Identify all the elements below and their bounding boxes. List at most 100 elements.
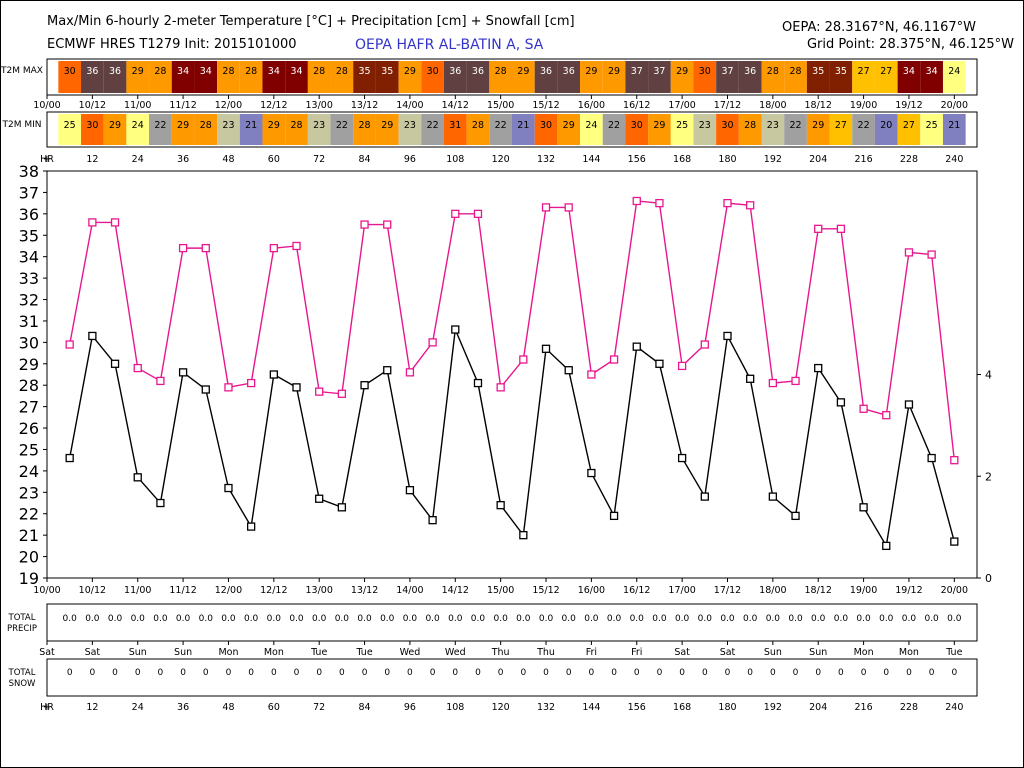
tmax-value: 35 [359,66,371,77]
snow-value: 0 [135,668,141,678]
tmin-value: 25 [64,120,76,131]
tmax-point [632,196,641,206]
tmax-point [882,411,891,420]
tmax-value: 37 [631,66,643,77]
tmin-value: 22 [858,120,870,131]
tmin-cell [443,114,467,145]
snow-value: 0 [566,668,572,678]
y2-tick-label: 0 [985,572,992,585]
precip-value: 0.0 [357,614,372,624]
tmax-value: 29 [585,66,597,77]
weekday-label: Wed [445,647,466,658]
tmax-cell [489,61,512,93]
precip-value: 0.0 [493,614,508,624]
tmax-cell [353,61,376,93]
tmax-point [383,220,392,229]
snow-value: 0 [702,668,708,678]
snow-value: 0 [475,668,481,678]
precip-value: 0.0 [335,614,350,624]
hour-tick-label: 180 [718,154,736,165]
tmin-point [814,363,823,373]
precip-value: 0.0 [176,614,191,624]
tmin-cell [149,114,172,145]
date-tick-label: 15/12 [532,100,559,111]
x-tick-label: 13/12 [351,585,378,596]
x-tick-label: 19/12 [895,585,922,596]
tmin-value: 22 [608,120,620,131]
precip-value: 0.0 [448,614,463,624]
tmin-point [451,325,460,334]
tmax-cell [443,61,467,93]
tmin-value: 22 [427,120,439,131]
tmax-value: 35 [381,66,393,77]
snow-value: 0 [271,668,277,678]
snow-value: 0 [861,668,867,678]
tmax-point [292,241,301,251]
tmax-value: 34 [177,66,189,77]
snow-value: 0 [316,668,322,678]
tmax-cell [285,61,308,93]
tmin-value: 23 [404,120,416,131]
tmax-value: 30 [427,66,439,77]
tmin-value: 23 [222,120,234,131]
tmax-point [564,203,573,212]
snow-value: 0 [543,668,549,678]
tmin-value: 28 [200,120,212,131]
tmax-value: 30 [64,66,76,77]
snow-value: 0 [294,668,300,678]
weekday-label: Tue [310,647,327,658]
hour-tick-label: 192 [764,154,782,165]
precip-row-label: TOTAL [8,613,36,623]
tmax-value: 28 [495,66,507,77]
snow-row-box [46,658,978,697]
snow-value: 0 [747,668,753,678]
x-tick-label: 15/12 [532,585,559,596]
tmax-point [88,218,97,227]
y-tick-label: 30 [19,333,39,352]
precip-value: 0.0 [221,614,236,624]
tmin-value: 24 [132,120,144,131]
precip-value: 0.0 [244,614,259,624]
hour-tick-label: 108 [446,154,464,165]
tmax-value: 34 [903,66,915,77]
tmin-point [746,374,755,383]
tmin-cell [670,114,694,145]
precip-value: 0.0 [675,614,690,624]
tmax-cell [126,61,150,93]
tmin-cell [920,114,943,145]
tmax-value: 28 [789,66,801,77]
tmax-point [315,387,324,396]
precip-value: 0.0 [108,614,123,624]
tmax-point [655,198,664,208]
precip-value: 0.0 [63,614,78,624]
tmin-cell [126,114,150,145]
tmin-point [927,453,936,463]
hour-tick-label-bottom: 48 [222,702,234,713]
tmax-cell [512,61,535,93]
tmax-value: 36 [744,66,756,77]
weekday-label: Sat [39,647,55,658]
tmin-point [269,370,278,379]
snow-row-label: TOTAL [8,668,36,678]
hour-tick-label-bottom: 108 [446,702,464,713]
tmax-row-label: T2M MAX [0,66,43,76]
weekday-label: Mon [899,647,919,658]
tmax-cell [149,61,172,93]
snow-value: 0 [248,668,254,678]
tmax-point [814,224,823,233]
tmax-series-line [68,200,956,461]
tmax-point [269,243,278,253]
tmax-value: 37 [653,66,665,77]
tmax-point [224,383,233,392]
precip-row-box [46,603,978,642]
tmin-value: 20 [880,120,892,131]
hour-tick-label-bottom: 132 [537,702,555,713]
tmax-cell [852,61,875,93]
precip-value: 0.0 [153,614,168,624]
tmax-value: 24 [948,66,960,77]
hour-tick-label: 96 [404,154,416,165]
tmin-point [859,503,868,512]
x-tick-label: 12/00 [215,585,242,596]
y2-tick-label: 2 [985,470,992,483]
